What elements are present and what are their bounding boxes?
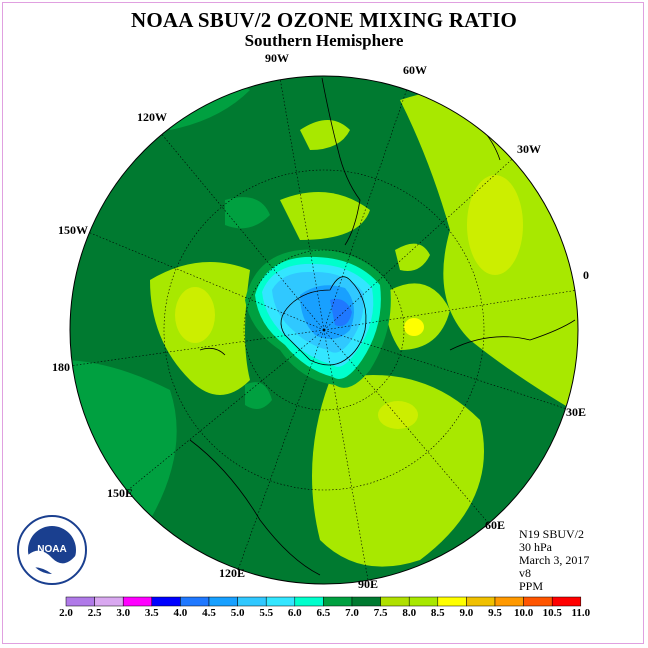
colorbar-tick-label: 10.5 — [542, 607, 562, 619]
colorbar-swatch — [237, 596, 267, 607]
colorbar-tick-label: 4.5 — [202, 607, 216, 619]
pressure-label: 30 hPa — [519, 540, 552, 554]
colorbar-tick-label: 6.0 — [287, 607, 302, 619]
lon-label-120w: 120W — [137, 110, 167, 124]
colorbar-swatch — [294, 596, 324, 607]
colorbar-tick-label: 3.0 — [116, 607, 131, 619]
colorbar-swatch — [94, 596, 124, 607]
lon-label-60w: 60W — [403, 63, 427, 77]
colorbar-tick-label: 4.0 — [173, 607, 188, 619]
colorbar-swatch — [466, 596, 496, 607]
colorbar-tick-label: 2.0 — [59, 607, 73, 619]
colorbar-tick-label: 10.0 — [513, 607, 534, 619]
units-label: PPM — [519, 579, 544, 593]
lon-label-0: 0 — [583, 268, 589, 282]
lon-label-30e: 30E — [566, 405, 587, 419]
noaa-logo: NOAA — [17, 515, 87, 585]
colorbar-tick-label: 7.5 — [373, 607, 388, 619]
colorbar-swatch — [380, 596, 410, 607]
colorbar-tick-label: 2.5 — [87, 607, 102, 619]
lon-label-30w: 30W — [517, 142, 541, 156]
version-label: v8 — [519, 566, 531, 580]
logo-text: NOAA — [37, 544, 66, 555]
colorbar-tick-label: 5.0 — [230, 607, 245, 619]
lon-label-180: 180 — [52, 360, 70, 374]
lon-label-60e: 60E — [485, 518, 506, 532]
colorbar-tick-label: 8.0 — [402, 607, 417, 619]
colorbar-swatch — [551, 596, 582, 607]
colorbar-tick-label: 6.5 — [316, 607, 331, 619]
colorbar-swatch — [151, 596, 181, 607]
colorbar-tick-label: 3.5 — [144, 607, 159, 619]
satellite-label: N19 SBUV/2 — [519, 527, 585, 541]
colorbar-swatch — [208, 596, 238, 607]
colorbar-tick-label: 9.0 — [459, 607, 474, 619]
lon-label-150w: 150W — [58, 223, 88, 237]
colorbar-tick-label: 5.5 — [259, 607, 274, 619]
ozone-field — [70, 76, 578, 584]
colorbar-tick-label: 7.0 — [345, 607, 359, 619]
colorbar-swatch — [408, 596, 439, 607]
colorbar-tick-label: 9.5 — [488, 607, 502, 619]
colorbar-swatch — [65, 596, 95, 607]
date-label: March 3, 2017 — [519, 553, 590, 567]
lon-label-90w: 90W — [265, 51, 289, 65]
colorbar-swatch — [122, 596, 153, 607]
colorbar-swatch — [494, 596, 524, 607]
map-title: NOAA SBUV/2 OZONE MIXING RATIO — [131, 8, 517, 32]
lon-label-120e: 120E — [219, 566, 246, 580]
map-subtitle: Southern Hemisphere — [244, 31, 404, 50]
colorbar-tick-label: 11.0 — [571, 607, 591, 619]
lon-label-90e: 90E — [358, 577, 379, 591]
colorbar-swatch — [523, 596, 553, 607]
colorbar-swatch — [265, 596, 296, 607]
lon-label-150e: 150E — [107, 486, 134, 500]
map-border — [69, 75, 579, 585]
info-block: N19 SBUV/2 30 hPa March 3, 2017 v8 PPM — [519, 528, 589, 593]
colorbar-swatch — [180, 596, 210, 607]
colorbar — [65, 596, 582, 607]
colorbar-swatch — [437, 596, 467, 607]
colorbar-swatch — [351, 596, 381, 607]
colorbar-tick-label: 8.5 — [430, 607, 445, 619]
colorbar-swatch — [323, 596, 353, 607]
